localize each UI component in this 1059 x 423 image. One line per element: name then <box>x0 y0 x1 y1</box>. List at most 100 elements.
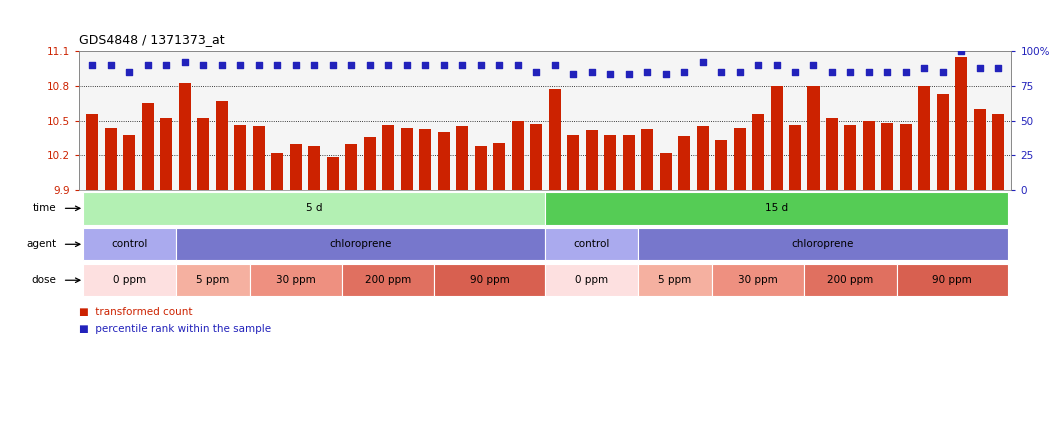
Point <box>824 68 841 75</box>
FancyBboxPatch shape <box>176 264 250 297</box>
Point <box>897 68 914 75</box>
Bar <box>697 126 708 190</box>
Point <box>453 61 470 68</box>
Text: 5 d: 5 d <box>306 203 323 213</box>
Point <box>213 61 230 68</box>
FancyBboxPatch shape <box>250 264 342 297</box>
Bar <box>123 135 136 190</box>
Point <box>417 61 434 68</box>
Point <box>435 61 452 68</box>
Point <box>879 68 896 75</box>
Bar <box>623 135 634 190</box>
Bar <box>363 137 376 190</box>
Bar <box>992 113 1004 190</box>
Bar <box>234 125 247 190</box>
Bar <box>807 85 820 190</box>
Bar <box>844 125 857 190</box>
Bar <box>974 109 986 190</box>
Point <box>713 68 730 75</box>
Bar <box>789 125 801 190</box>
FancyBboxPatch shape <box>83 264 176 297</box>
Bar <box>660 153 671 190</box>
FancyBboxPatch shape <box>897 264 1008 297</box>
Bar <box>197 118 210 190</box>
Text: 0 ppm: 0 ppm <box>575 275 608 285</box>
Bar <box>586 130 597 190</box>
Point <box>694 58 711 65</box>
Point <box>546 61 563 68</box>
Point <box>509 61 526 68</box>
Point <box>750 61 767 68</box>
Text: ■  percentile rank within the sample: ■ percentile rank within the sample <box>79 324 271 334</box>
Bar <box>678 136 690 190</box>
Text: 30 ppm: 30 ppm <box>276 275 316 285</box>
Point <box>84 61 101 68</box>
Bar <box>160 118 173 190</box>
Point <box>158 61 175 68</box>
Point <box>584 68 600 75</box>
Bar <box>715 140 728 190</box>
Bar <box>105 128 116 190</box>
Point <box>527 68 544 75</box>
Point <box>232 61 249 68</box>
Bar <box>863 121 875 190</box>
FancyBboxPatch shape <box>545 264 638 297</box>
Text: chloroprene: chloroprene <box>791 239 854 249</box>
Bar <box>549 89 560 190</box>
Bar <box>437 132 450 190</box>
Point <box>287 61 304 68</box>
Bar <box>271 153 283 190</box>
Point <box>103 61 120 68</box>
Point <box>250 61 267 68</box>
Bar <box>474 146 487 190</box>
Text: 200 ppm: 200 ppm <box>827 275 874 285</box>
Bar <box>900 124 912 190</box>
Bar <box>493 143 505 190</box>
Point <box>768 61 785 68</box>
Point <box>621 71 638 78</box>
FancyBboxPatch shape <box>83 228 176 261</box>
FancyBboxPatch shape <box>83 192 545 225</box>
FancyBboxPatch shape <box>804 264 897 297</box>
Text: 90 ppm: 90 ppm <box>932 275 972 285</box>
Text: ■  transformed count: ■ transformed count <box>79 307 193 317</box>
Point <box>269 61 286 68</box>
Point <box>639 68 656 75</box>
Bar <box>604 135 616 190</box>
Bar <box>918 85 931 190</box>
Bar <box>511 121 523 190</box>
Bar <box>955 57 968 190</box>
Bar <box>937 94 949 190</box>
Point <box>490 61 507 68</box>
Bar <box>308 146 320 190</box>
Point <box>731 68 748 75</box>
Point <box>861 68 878 75</box>
Point <box>472 61 489 68</box>
Text: 5 ppm: 5 ppm <box>196 275 229 285</box>
FancyBboxPatch shape <box>712 264 804 297</box>
Point <box>990 64 1007 71</box>
Bar <box>826 118 838 190</box>
Point <box>195 61 212 68</box>
Bar <box>216 101 228 190</box>
Point <box>805 61 822 68</box>
Bar <box>382 125 394 190</box>
Point <box>121 68 138 75</box>
Text: control: control <box>111 239 147 249</box>
Point <box>177 58 194 65</box>
Point <box>306 61 323 68</box>
Point <box>343 61 360 68</box>
FancyBboxPatch shape <box>545 228 638 261</box>
Point <box>916 64 933 71</box>
Text: agent: agent <box>26 239 56 249</box>
Text: 0 ppm: 0 ppm <box>113 275 146 285</box>
Bar <box>752 113 764 190</box>
Bar <box>290 144 302 190</box>
Bar <box>734 128 746 190</box>
Text: 90 ppm: 90 ppm <box>470 275 509 285</box>
Point <box>361 61 378 68</box>
Point <box>842 68 859 75</box>
Text: GDS4848 / 1371373_at: GDS4848 / 1371373_at <box>79 33 226 47</box>
Bar <box>568 135 579 190</box>
Text: 30 ppm: 30 ppm <box>738 275 778 285</box>
